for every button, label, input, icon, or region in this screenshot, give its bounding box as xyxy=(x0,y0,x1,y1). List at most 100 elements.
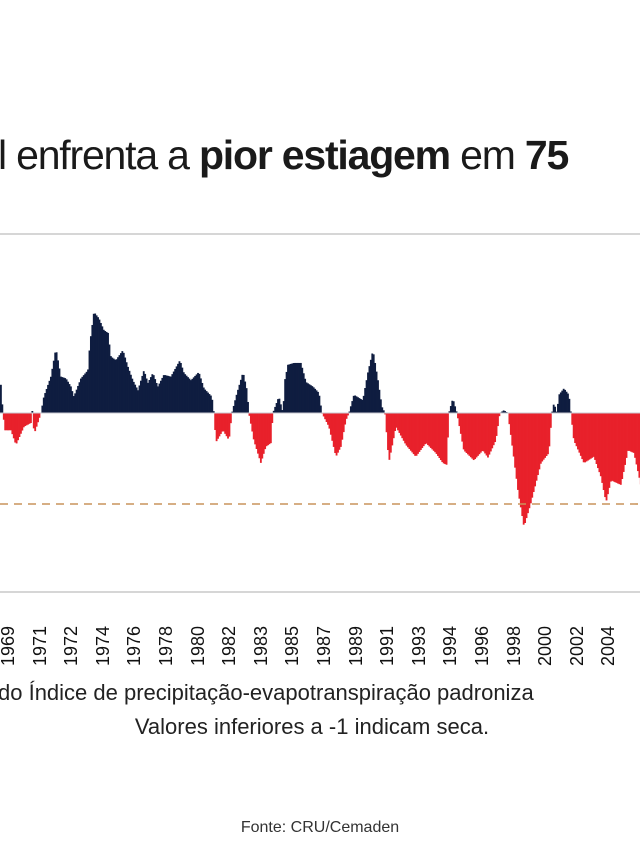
data-bar xyxy=(278,398,281,413)
data-bar xyxy=(10,413,12,431)
data-bar xyxy=(619,413,622,485)
data-bar xyxy=(252,413,255,440)
data-bar xyxy=(572,413,575,439)
data-bar xyxy=(532,413,535,493)
data-bar xyxy=(634,413,636,458)
data-bar xyxy=(329,413,332,435)
data-bar xyxy=(304,378,307,413)
data-bar xyxy=(71,391,74,413)
x-tick-label: 1976 xyxy=(124,625,145,666)
data-bar xyxy=(351,401,354,413)
data-bar xyxy=(262,413,265,454)
data-bar xyxy=(272,410,275,413)
data-bar xyxy=(374,362,377,413)
data-bar xyxy=(471,413,474,459)
data-bar xyxy=(117,357,119,413)
data-bar xyxy=(489,413,492,452)
bars-group xyxy=(0,313,640,525)
data-bar xyxy=(627,413,629,451)
data-bar xyxy=(269,413,272,444)
data-bar xyxy=(521,413,524,516)
data-bar xyxy=(152,375,155,413)
data-bar xyxy=(427,413,429,446)
data-bar xyxy=(611,413,614,481)
data-bar xyxy=(625,413,628,458)
data-bar xyxy=(477,413,479,456)
data-bar xyxy=(595,413,598,464)
data-bar xyxy=(579,413,582,456)
data-bar xyxy=(331,413,334,441)
data-bar xyxy=(474,413,477,460)
data-bar xyxy=(249,413,252,424)
data-bar xyxy=(255,413,258,449)
data-bar xyxy=(169,376,172,413)
data-bar xyxy=(98,319,101,413)
data-bar xyxy=(391,413,394,446)
data-bar xyxy=(47,384,49,413)
x-tick-label: 1996 xyxy=(472,625,492,666)
data-bar xyxy=(141,375,144,413)
data-bar xyxy=(484,413,487,454)
x-tick-label: 1998 xyxy=(503,625,524,666)
data-bar xyxy=(161,377,164,413)
data-bar xyxy=(632,413,635,453)
data-bar xyxy=(75,389,78,413)
data-bar xyxy=(492,413,495,446)
data-bar xyxy=(475,413,478,458)
caption-line-1: do Índice de precipitação-evapotranspira… xyxy=(0,680,534,705)
data-bar xyxy=(409,413,412,451)
data-bar xyxy=(338,413,341,450)
data-bar xyxy=(27,413,29,425)
data-bar xyxy=(581,413,584,460)
data-bar xyxy=(4,413,7,431)
data-bar xyxy=(592,413,595,457)
title-bold-2: 75 xyxy=(524,132,569,178)
data-bar xyxy=(164,375,167,413)
data-bar xyxy=(519,413,522,508)
data-bar xyxy=(275,403,278,413)
data-bar xyxy=(407,413,409,448)
data-bar xyxy=(588,413,591,460)
chart-title: l enfrenta a pior estiagem em 75 xyxy=(0,132,569,179)
data-bar xyxy=(149,377,152,413)
data-bar xyxy=(535,413,538,481)
data-bar xyxy=(327,413,329,425)
data-bar xyxy=(614,413,617,483)
data-bar xyxy=(208,394,211,413)
data-bar xyxy=(552,404,555,413)
data-bar xyxy=(348,411,351,413)
data-bar xyxy=(394,413,397,431)
data-bar xyxy=(44,393,47,413)
data-bar xyxy=(211,399,214,413)
data-bar xyxy=(92,313,95,413)
data-bar xyxy=(14,413,17,443)
data-bar xyxy=(322,413,325,417)
data-bar xyxy=(527,413,529,514)
data-bar xyxy=(78,382,81,413)
data-bar xyxy=(35,413,38,427)
data-bar xyxy=(118,355,121,413)
data-bar xyxy=(107,332,109,413)
bottom-rule xyxy=(0,591,640,593)
data-bar xyxy=(452,401,455,413)
data-bar xyxy=(34,413,37,432)
data-bar xyxy=(185,375,188,413)
title-text-2: em xyxy=(449,132,525,178)
data-bar xyxy=(295,362,298,413)
x-tick-label: 1974 xyxy=(92,625,113,666)
data-bar xyxy=(479,413,482,453)
data-bar xyxy=(449,406,452,413)
top-rule xyxy=(0,233,640,235)
data-bar xyxy=(145,378,148,413)
data-bar xyxy=(328,413,331,429)
data-bar xyxy=(472,413,475,461)
data-bar xyxy=(359,399,362,413)
data-bar xyxy=(364,388,367,413)
data-bar xyxy=(158,383,161,413)
data-bar xyxy=(478,413,481,455)
data-bar xyxy=(317,391,319,413)
data-bar xyxy=(599,413,602,477)
data-bar xyxy=(551,411,554,413)
data-bar xyxy=(279,404,282,413)
data-bar xyxy=(229,413,232,424)
